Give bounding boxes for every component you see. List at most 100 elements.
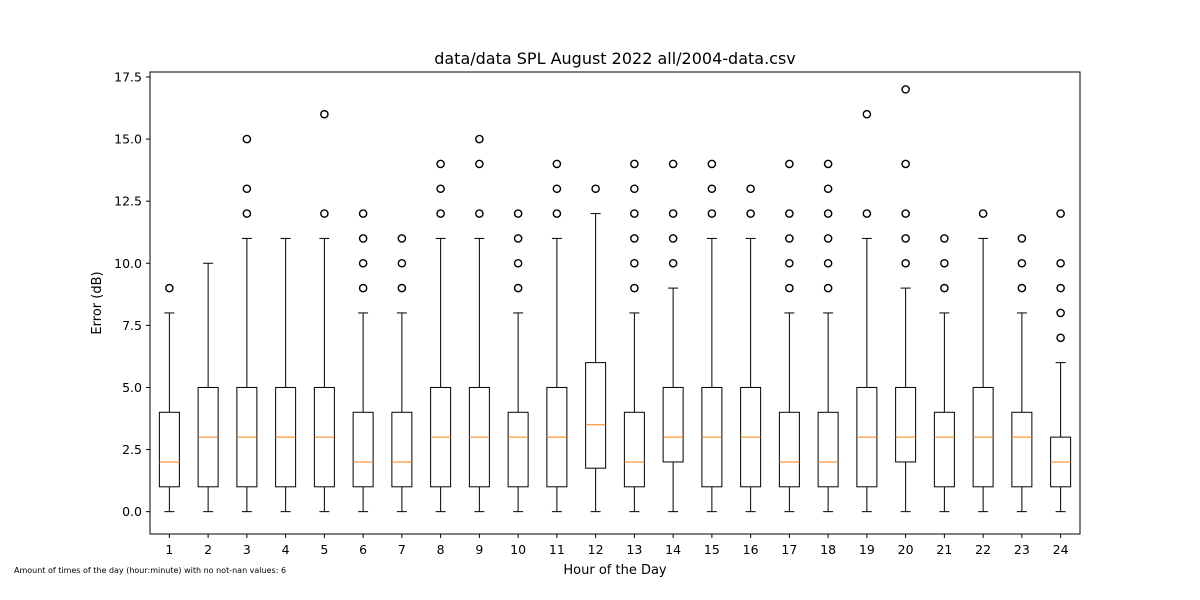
- x-tick-label: 15: [704, 542, 720, 557]
- box: [507, 411, 529, 488]
- flier-point: [823, 283, 833, 293]
- flier-point: [513, 209, 523, 218]
- flier-point: [901, 209, 910, 218]
- box: [1011, 411, 1033, 488]
- flier-point: [397, 283, 407, 293]
- box: [585, 362, 607, 469]
- x-tick-label: 5: [320, 542, 328, 557]
- y-tick-label: 7.5: [122, 318, 142, 333]
- flier-point: [397, 234, 407, 243]
- flier-point: [358, 258, 368, 268]
- flier-point: [242, 209, 252, 218]
- flier-point: [1056, 308, 1065, 318]
- x-tick-label: 21: [936, 542, 952, 557]
- x-tick-label: 20: [898, 542, 914, 557]
- flier-point: [320, 209, 329, 218]
- x-tick-label: 9: [475, 542, 483, 557]
- flier-point: [475, 134, 484, 144]
- flier-point: [823, 209, 833, 218]
- flier-point: [668, 234, 678, 243]
- flier-point: [940, 283, 949, 293]
- y-tick-label: 5.0: [122, 380, 142, 395]
- box: [895, 386, 917, 463]
- box: [158, 411, 180, 488]
- flier-point: [1056, 283, 1065, 293]
- y-tick-label: 12.5: [114, 194, 142, 209]
- flier-point: [436, 159, 445, 169]
- box: [817, 411, 839, 488]
- flier-point: [513, 258, 523, 268]
- flier-point: [1017, 258, 1027, 268]
- plot-frame: [149, 71, 1081, 535]
- flier-point: [823, 258, 833, 268]
- x-tick-label: 3: [243, 542, 251, 557]
- flier-point: [785, 258, 794, 268]
- flier-point: [242, 134, 252, 144]
- flier-point: [630, 184, 639, 194]
- flier-point: [940, 258, 949, 268]
- flier-point: [785, 283, 794, 293]
- flier-point: [513, 234, 523, 243]
- flier-point: [862, 109, 872, 119]
- x-tick-label: 24: [1053, 542, 1069, 557]
- flier-point: [552, 184, 562, 194]
- flier-point: [940, 234, 949, 243]
- flier-point: [552, 209, 562, 218]
- flier-point: [901, 85, 910, 94]
- flier-point: [668, 209, 678, 218]
- chart-title: data/data SPL August 2022 all/2004-data.…: [434, 49, 796, 68]
- flier-point: [707, 209, 717, 218]
- flier-point: [320, 109, 329, 119]
- box: [623, 411, 645, 488]
- flier-point: [358, 209, 368, 218]
- box: [778, 411, 800, 488]
- x-tick-label: 11: [549, 542, 565, 557]
- y-tick-label: 0.0: [122, 504, 142, 519]
- box: [391, 411, 413, 488]
- flier-point: [630, 258, 639, 268]
- flier-point: [630, 234, 639, 243]
- flier-point: [475, 159, 484, 169]
- x-tick-label: 23: [1014, 542, 1030, 557]
- y-tick-label: 2.5: [122, 442, 142, 457]
- flier-point: [1056, 258, 1065, 268]
- flier-point: [1056, 333, 1065, 343]
- flier-point: [436, 184, 445, 194]
- box: [933, 411, 955, 488]
- flier-point: [513, 283, 523, 293]
- flier-point: [785, 234, 794, 243]
- flier-point: [823, 184, 833, 194]
- x-tick-label: 14: [665, 542, 681, 557]
- x-tick-label: 10: [510, 542, 526, 557]
- flier-point: [785, 209, 794, 218]
- flier-point: [358, 234, 368, 243]
- y-axis-label: Error (dB): [90, 271, 105, 334]
- flier-point: [668, 159, 678, 169]
- flier-point: [1056, 209, 1065, 218]
- x-tick-label: 13: [626, 542, 642, 557]
- flier-point: [785, 159, 794, 169]
- plot-area: 0.02.55.07.510.012.515.017.51 2 3 4 5 6 7 8 9 10 1…: [114, 69, 1081, 557]
- x-axis-label: Hour of the Day: [563, 563, 667, 578]
- flier-point: [242, 184, 252, 194]
- y-tick-label: 10.0: [114, 256, 142, 271]
- x-tick-label: 17: [781, 542, 797, 557]
- box: [352, 411, 374, 488]
- flier-point: [862, 209, 872, 218]
- flier-point: [901, 258, 910, 268]
- x-tick-label: 8: [437, 542, 445, 557]
- flier-point: [1017, 234, 1027, 243]
- flier-point: [707, 159, 717, 169]
- y-tick-label: 15.0: [114, 132, 142, 147]
- flier-point: [475, 209, 484, 218]
- x-tick-label: 6: [359, 542, 367, 557]
- flier-point: [901, 234, 910, 243]
- flier-point: [397, 258, 407, 268]
- x-tick-label: 22: [975, 542, 991, 557]
- x-tick-label: 19: [859, 542, 875, 557]
- flier-point: [165, 283, 174, 293]
- flier-point: [901, 159, 910, 169]
- flier-point: [668, 258, 678, 268]
- x-tick-label: 1: [165, 542, 173, 557]
